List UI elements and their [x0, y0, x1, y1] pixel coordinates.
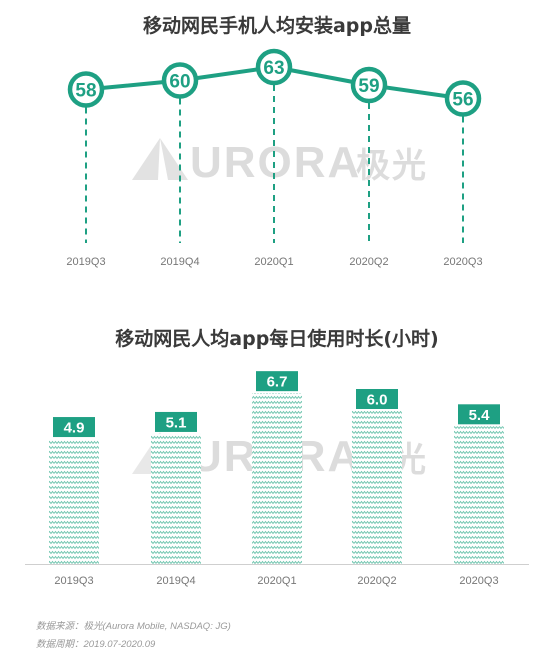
bar: [151, 433, 201, 564]
data-point: [350, 66, 388, 104]
footer-period: 数据周期：2019.07-2020.09: [36, 639, 156, 650]
x-tick-label: 2020Q2: [349, 256, 388, 268]
x-tick-label: 2020Q2: [357, 575, 396, 587]
x-tick-label: 2019Q4: [156, 575, 195, 587]
bar-label-box: [256, 371, 298, 392]
data-point: [255, 48, 293, 86]
x-tick-label: 2019Q3: [66, 256, 105, 268]
data-label: 4.9: [64, 420, 85, 437]
line-chart-title: 移动网民手机人均安装app总量: [143, 14, 411, 37]
x-tick-label: 2019Q3: [54, 575, 93, 587]
data-point: [444, 80, 482, 117]
bar-label-box: [53, 417, 95, 438]
watermark-cn: 极光: [356, 147, 428, 185]
data-label: 6.0: [367, 392, 388, 409]
data-label: 63: [263, 58, 284, 79]
x-tick-label: 2020Q1: [257, 575, 296, 587]
x-tick-label: 2020Q3: [459, 575, 498, 587]
x-tick-label: 2020Q3: [443, 256, 482, 268]
watermark-text: URORA: [190, 138, 361, 187]
bar: [454, 426, 504, 564]
bar: [252, 393, 302, 564]
x-tick-label: 2020Q1: [254, 256, 293, 268]
bar-label-box: [356, 389, 398, 409]
data-point: [67, 71, 105, 108]
bar-chart-title: 移动网民人均app每日使用时长(小时): [115, 327, 438, 350]
x-tick-label: 2019Q4: [160, 256, 199, 268]
data-point: [161, 62, 199, 99]
bar-label-box: [155, 411, 197, 432]
footer-source: 数据来源：极光(Aurora Mobile, NASDAQ: JG): [36, 621, 231, 632]
bar-chart: 4.9 2019Q3 5.1 2019Q4 6.7 2020Q1 6.0 2020Q2 5.4 2…: [25, 371, 529, 587]
line-chart: 58 2019Q3 60 2019Q4 63 2020Q1 59 2020Q2 56 2020Q3: [66, 48, 483, 268]
data-label: 6.7: [267, 374, 288, 391]
data-label: 58: [75, 81, 96, 102]
data-label: 60: [169, 72, 190, 93]
data-label: 5.4: [469, 407, 491, 424]
bar: [352, 411, 402, 564]
data-label: 5.1: [166, 414, 187, 431]
bar-label-box: [458, 404, 500, 425]
data-label: 56: [452, 90, 473, 111]
data-label: 59: [358, 76, 379, 97]
watermark-top: URORA 极光: [132, 138, 428, 187]
bar: [49, 439, 99, 564]
